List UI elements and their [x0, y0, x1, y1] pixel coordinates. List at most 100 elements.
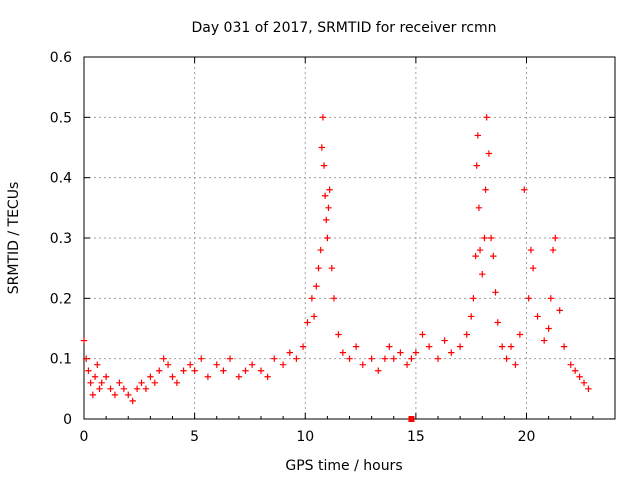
- data-point: [467, 313, 475, 320]
- data-point: [335, 331, 342, 338]
- data-point: [308, 295, 316, 302]
- data-point: [470, 295, 477, 302]
- data-point: [317, 246, 324, 254]
- gridlines: [84, 57, 615, 419]
- data-point: [479, 271, 486, 278]
- data-point: [527, 246, 535, 254]
- data-point: [441, 337, 448, 344]
- data-point: [156, 367, 163, 374]
- data-point: [319, 114, 327, 121]
- data-point: [498, 343, 506, 350]
- data-point: [142, 385, 150, 393]
- data-point: [487, 234, 495, 242]
- y-tick-label: 0.1: [50, 352, 72, 368]
- data-point: [164, 361, 172, 368]
- data-point: [585, 385, 592, 393]
- data-point: [318, 144, 326, 151]
- data-point: [151, 379, 158, 386]
- data-point: [481, 234, 488, 242]
- data-point: [571, 367, 579, 374]
- data-points: [80, 114, 592, 422]
- data-point: [98, 379, 105, 386]
- data-point: [89, 391, 97, 399]
- data-point: [321, 192, 329, 199]
- data-point: [521, 186, 528, 193]
- data-point: [560, 343, 568, 350]
- axis-marker-point: [408, 416, 415, 422]
- data-point: [381, 355, 389, 362]
- data-point: [549, 246, 557, 254]
- data-point: [516, 331, 524, 338]
- data-point: [390, 355, 397, 362]
- data-point: [320, 162, 328, 169]
- data-point: [111, 391, 119, 399]
- data-point: [310, 313, 318, 320]
- data-point: [482, 186, 489, 193]
- y-tick-label: 0.2: [50, 291, 72, 307]
- data-point: [83, 355, 90, 362]
- data-point: [503, 355, 510, 362]
- data-point: [425, 343, 433, 350]
- data-point: [412, 349, 420, 356]
- data-point: [556, 307, 563, 314]
- data-point: [419, 331, 426, 338]
- data-point: [323, 216, 330, 224]
- data-point: [313, 283, 320, 290]
- data-point: [191, 367, 198, 374]
- data-point: [80, 337, 88, 344]
- data-point: [434, 355, 442, 362]
- data-point: [299, 343, 307, 350]
- data-point: [490, 252, 497, 260]
- data-point: [85, 367, 92, 374]
- data-point: [339, 349, 347, 356]
- data-point: [403, 361, 411, 368]
- data-point: [328, 264, 335, 272]
- data-point: [567, 361, 574, 368]
- y-tick-label: 0: [63, 412, 72, 428]
- data-point: [147, 373, 154, 380]
- data-point: [133, 385, 141, 393]
- x-tick-label: 15: [407, 429, 425, 445]
- y-tick-label: 0.4: [50, 171, 72, 187]
- data-point: [173, 379, 181, 386]
- data-point: [352, 343, 360, 350]
- data-point: [475, 204, 483, 212]
- data-point: [545, 325, 552, 332]
- data-point: [180, 367, 187, 374]
- data-point: [472, 252, 479, 260]
- data-point: [116, 379, 123, 386]
- data-point: [138, 379, 145, 386]
- data-point: [448, 349, 455, 356]
- data-point: [485, 150, 493, 157]
- data-point: [198, 355, 205, 362]
- data-point: [326, 186, 333, 193]
- data-point: [375, 367, 382, 374]
- data-point: [264, 373, 271, 380]
- data-point: [346, 355, 353, 362]
- data-point: [120, 385, 128, 393]
- data-point: [547, 295, 555, 302]
- data-point: [91, 373, 99, 380]
- y-tick-label: 0.6: [50, 50, 72, 66]
- data-point: [492, 289, 499, 296]
- data-point: [257, 367, 265, 374]
- data-point: [315, 264, 322, 272]
- data-point: [169, 373, 176, 380]
- data-point: [107, 385, 114, 393]
- data-point: [494, 319, 501, 326]
- data-point: [279, 361, 287, 368]
- data-point: [386, 343, 393, 350]
- data-point: [529, 264, 537, 272]
- data-point: [408, 355, 415, 362]
- x-tick-label: 5: [190, 429, 199, 445]
- x-tick-label: 20: [518, 429, 536, 445]
- data-point: [474, 132, 482, 139]
- data-point: [512, 361, 519, 368]
- data-point: [96, 385, 103, 393]
- data-point: [242, 367, 249, 374]
- data-point: [325, 204, 332, 212]
- data-point: [94, 361, 101, 368]
- x-tick-labels: 0 5 10 15 20: [80, 429, 536, 445]
- data-point: [541, 337, 548, 344]
